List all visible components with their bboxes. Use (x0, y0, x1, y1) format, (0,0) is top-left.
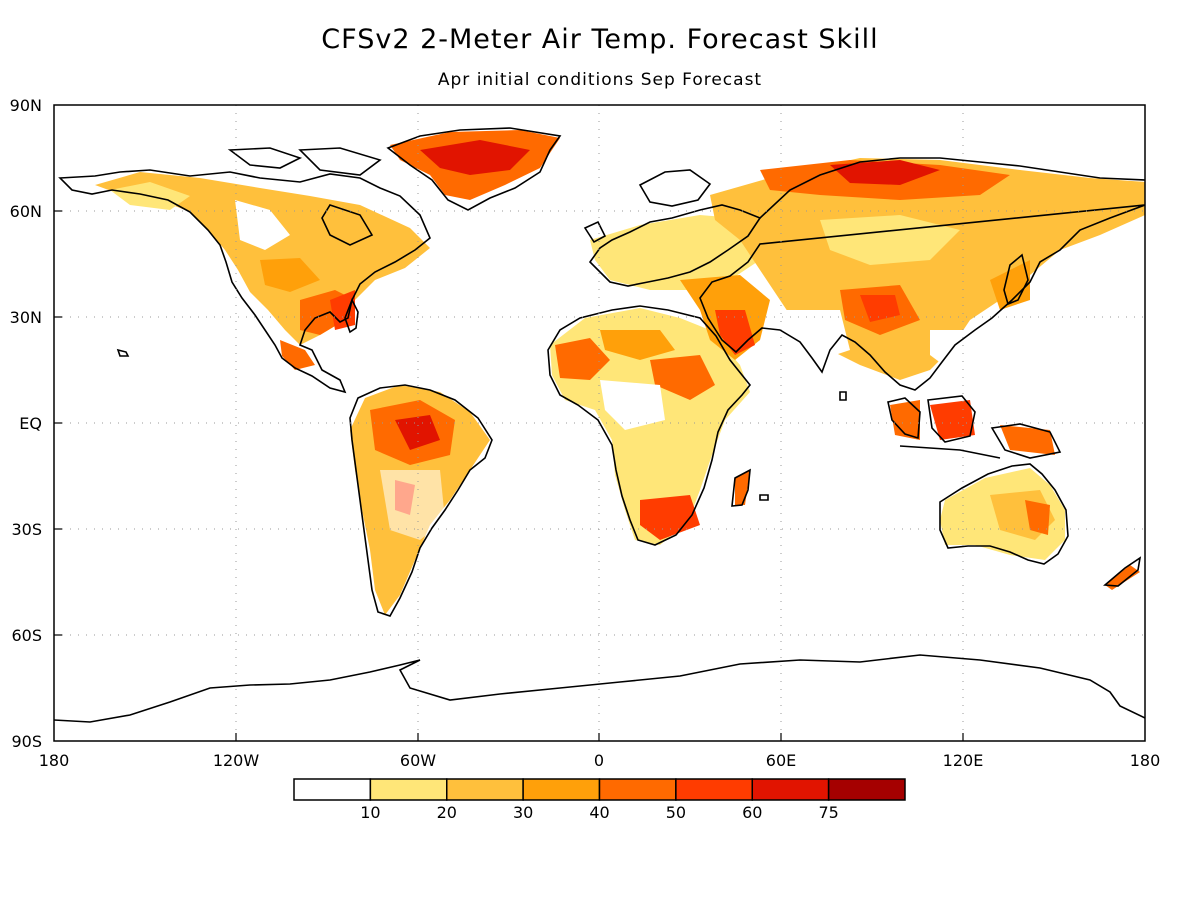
colorbar-label: 50 (666, 803, 686, 822)
lat-label: 30N (10, 308, 42, 327)
colorbar-swatch (827, 778, 906, 801)
lon-label: 180 (1130, 751, 1161, 770)
lat-label: 30S (11, 520, 42, 539)
colorbar-swatch (446, 778, 524, 801)
colorbar-label: 30 (513, 803, 533, 822)
lon-label: 180 (39, 751, 70, 770)
colorbar-swatch (369, 778, 448, 801)
coastlines (54, 127, 1145, 723)
lat-labels: 90N 60N 30N EQ 30S 60S 90S (10, 96, 42, 751)
colorbar-swatch (751, 778, 830, 801)
colorbar-label: 60 (742, 803, 762, 822)
colorbar-label: 75 (818, 803, 838, 822)
colorbar-label: 20 (437, 803, 457, 822)
lat-label: 90N (10, 96, 42, 115)
map-title: CFSv2 2-Meter Air Temp. Forecast Skill (321, 24, 879, 55)
lat-label: EQ (19, 414, 42, 433)
lon-label: 120E (943, 751, 984, 770)
colorbar-swatch (293, 778, 372, 801)
lat-label: 60N (10, 202, 42, 221)
lon-labels: 180 120W 60W 0 60E 120E 180 (39, 751, 1161, 770)
colorbar-label: 40 (589, 803, 609, 822)
axis-ticks (54, 210, 964, 741)
lon-label: 60E (766, 751, 796, 770)
lat-label: 90S (11, 732, 42, 751)
lon-label: 120W (213, 751, 260, 770)
colorbar-swatch (598, 778, 677, 801)
colorbar-label: 10 (360, 803, 380, 822)
colorbar-swatch (675, 778, 753, 801)
lon-label: 0 (594, 751, 604, 770)
lon-label: 60W (400, 751, 436, 770)
skill-shading (95, 130, 1145, 615)
colorbar: 10 20 30 40 50 60 75 (293, 778, 906, 822)
lat-label: 60S (11, 626, 42, 645)
map-subtitle: Apr initial conditions Sep Forecast (437, 70, 763, 90)
colorbar-swatch (522, 778, 601, 801)
